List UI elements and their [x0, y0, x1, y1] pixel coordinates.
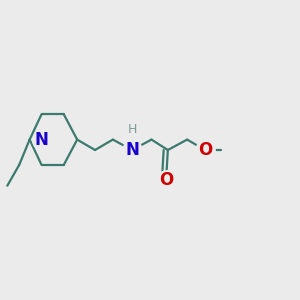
Text: O: O — [159, 171, 173, 189]
Text: H: H — [128, 123, 137, 136]
Text: N: N — [125, 141, 139, 159]
Text: O: O — [198, 141, 212, 159]
Text: N: N — [34, 130, 49, 148]
